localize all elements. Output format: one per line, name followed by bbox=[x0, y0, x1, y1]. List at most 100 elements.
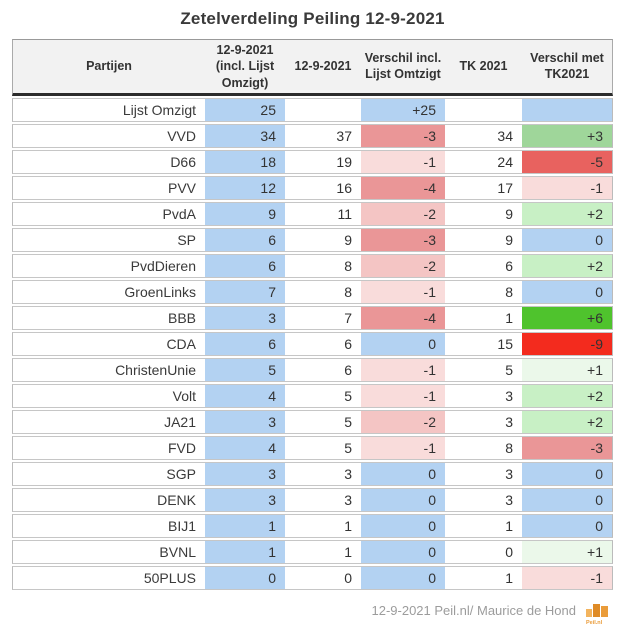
table-row: D66 18 19 -1 24 -5 bbox=[12, 149, 613, 174]
cell-incl-lijst-omzigt: 3 bbox=[205, 461, 285, 486]
cell-12-9-2021: 6 bbox=[285, 357, 361, 382]
cell-verschil-incl: -1 bbox=[361, 357, 445, 382]
cell-12-9-2021: 5 bbox=[285, 383, 361, 408]
party-name: VVD bbox=[12, 123, 205, 148]
table-row: BBB 3 7 -4 1 +6 bbox=[12, 305, 613, 330]
cell-verschil-incl: -2 bbox=[361, 409, 445, 434]
cell-tk-2021: 3 bbox=[445, 383, 522, 408]
party-name: JA21 bbox=[12, 409, 205, 434]
cell-tk-2021: 1 bbox=[445, 565, 522, 590]
cell-verschil-tk2021: +2 bbox=[522, 383, 613, 408]
cell-12-9-2021: 1 bbox=[285, 513, 361, 538]
cell-incl-lijst-omzigt: 18 bbox=[205, 149, 285, 174]
cell-tk-2021: 34 bbox=[445, 123, 522, 148]
party-name: SGP bbox=[12, 461, 205, 486]
cell-verschil-tk2021: +2 bbox=[522, 201, 613, 226]
cell-verschil-tk2021: 0 bbox=[522, 487, 613, 512]
cell-12-9-2021: 8 bbox=[285, 253, 361, 278]
table-row: FVD 4 5 -1 8 -3 bbox=[12, 435, 613, 460]
cell-incl-lijst-omzigt: 6 bbox=[205, 227, 285, 252]
cell-12-9-2021: 6 bbox=[285, 331, 361, 356]
cell-verschil-incl: -2 bbox=[361, 253, 445, 278]
cell-incl-lijst-omzigt: 5 bbox=[205, 357, 285, 382]
cell-verschil-tk2021: +1 bbox=[522, 357, 613, 382]
cell-tk-2021: 9 bbox=[445, 227, 522, 252]
cell-tk-2021: 3 bbox=[445, 461, 522, 486]
cell-incl-lijst-omzigt: 0 bbox=[205, 565, 285, 590]
cell-verschil-tk2021: 0 bbox=[522, 461, 613, 486]
cell-tk-2021: 3 bbox=[445, 409, 522, 434]
cell-verschil-incl: 0 bbox=[361, 565, 445, 590]
cell-verschil-incl: -3 bbox=[361, 227, 445, 252]
cell-verschil-incl: +25 bbox=[361, 97, 445, 122]
cell-12-9-2021: 8 bbox=[285, 279, 361, 304]
cell-verschil-incl: 0 bbox=[361, 513, 445, 538]
table-row: PvdA 9 11 -2 9 +2 bbox=[12, 201, 613, 226]
cell-tk-2021: 8 bbox=[445, 279, 522, 304]
cell-tk-2021: 0 bbox=[445, 539, 522, 564]
cell-verschil-incl: 0 bbox=[361, 539, 445, 564]
cell-12-9-2021: 5 bbox=[285, 435, 361, 460]
party-name: Volt bbox=[12, 383, 205, 408]
cell-incl-lijst-omzigt: 34 bbox=[205, 123, 285, 148]
table-row: Lijst Omzigt 25 +25 bbox=[12, 97, 613, 122]
cell-tk-2021: 6 bbox=[445, 253, 522, 278]
cell-tk-2021: 9 bbox=[445, 201, 522, 226]
table-row: DENK 3 3 0 3 0 bbox=[12, 487, 613, 512]
table-row: BVNL 1 1 0 0 +1 bbox=[12, 539, 613, 564]
peil-nl-logo-icon: Peil.nl bbox=[586, 603, 608, 626]
cell-verschil-tk2021: 0 bbox=[522, 279, 613, 304]
cell-verschil-tk2021: +2 bbox=[522, 253, 613, 278]
table-row: 50PLUS 0 0 0 1 -1 bbox=[12, 565, 613, 590]
cell-tk-2021: 1 bbox=[445, 513, 522, 538]
cell-incl-lijst-omzigt: 6 bbox=[205, 331, 285, 356]
table-row: JA21 3 5 -2 3 +2 bbox=[12, 409, 613, 434]
party-name: GroenLinks bbox=[12, 279, 205, 304]
column-header-incl-omzigt: 12-9-2021 (incl. Lijst Omzigt) bbox=[205, 39, 285, 96]
cell-verschil-incl: 0 bbox=[361, 487, 445, 512]
party-name: DENK bbox=[12, 487, 205, 512]
cell-verschil-tk2021: -1 bbox=[522, 565, 613, 590]
party-name: PVV bbox=[12, 175, 205, 200]
party-name: 50PLUS bbox=[12, 565, 205, 590]
table-row: BIJ1 1 1 0 1 0 bbox=[12, 513, 613, 538]
seat-distribution-table: Partijen 12-9-2021 (incl. Lijst Omzigt) … bbox=[12, 37, 613, 592]
source-credit: 12-9-2021 Peil.nl/ Maurice de Hond bbox=[371, 602, 576, 618]
cell-12-9-2021: 3 bbox=[285, 461, 361, 486]
table-row: ChristenUnie 5 6 -1 5 +1 bbox=[12, 357, 613, 382]
cell-verschil-tk2021: +2 bbox=[522, 409, 613, 434]
cell-tk-2021: 3 bbox=[445, 487, 522, 512]
cell-incl-lijst-omzigt: 12 bbox=[205, 175, 285, 200]
table-row: VVD 34 37 -3 34 +3 bbox=[12, 123, 613, 148]
cell-verschil-incl: 0 bbox=[361, 331, 445, 356]
cell-12-9-2021: 16 bbox=[285, 175, 361, 200]
cell-tk-2021: 1 bbox=[445, 305, 522, 330]
cell-verschil-incl: -1 bbox=[361, 149, 445, 174]
cell-tk-2021: 17 bbox=[445, 175, 522, 200]
cell-verschil-tk2021: -3 bbox=[522, 435, 613, 460]
cell-verschil-incl: -4 bbox=[361, 175, 445, 200]
column-header-tk-2021: TK 2021 bbox=[445, 39, 522, 96]
svg-text:Peil.nl: Peil.nl bbox=[586, 620, 603, 626]
table-header-row: Partijen 12-9-2021 (incl. Lijst Omzigt) … bbox=[12, 39, 613, 96]
table-row: CDA 6 6 0 15 -9 bbox=[12, 331, 613, 356]
table-row: PVV 12 16 -4 17 -1 bbox=[12, 175, 613, 200]
party-name: ChristenUnie bbox=[12, 357, 205, 382]
cell-12-9-2021: 9 bbox=[285, 227, 361, 252]
table-row: SP 6 9 -3 9 0 bbox=[12, 227, 613, 252]
cell-verschil-tk2021: +6 bbox=[522, 305, 613, 330]
cell-tk-2021: 5 bbox=[445, 357, 522, 382]
footer: 12-9-2021 Peil.nl/ Maurice de Hond Peil.… bbox=[0, 600, 611, 626]
table-row: SGP 3 3 0 3 0 bbox=[12, 461, 613, 486]
cell-verschil-tk2021: +3 bbox=[522, 123, 613, 148]
page-title: Zetelverdeling Peiling 12-9-2021 bbox=[180, 9, 445, 28]
cell-incl-lijst-omzigt: 3 bbox=[205, 487, 285, 512]
party-name: D66 bbox=[12, 149, 205, 174]
table-row: Volt 4 5 -1 3 +2 bbox=[12, 383, 613, 408]
table-row: PvdDieren 6 8 -2 6 +2 bbox=[12, 253, 613, 278]
column-header-verschil-incl: Verschil incl. Lijst Omtzigt bbox=[361, 39, 445, 96]
column-header-verschil-tk2021: Verschil met TK2021 bbox=[522, 39, 613, 96]
cell-12-9-2021: 3 bbox=[285, 487, 361, 512]
party-name: CDA bbox=[12, 331, 205, 356]
cell-incl-lijst-omzigt: 25 bbox=[205, 97, 285, 122]
